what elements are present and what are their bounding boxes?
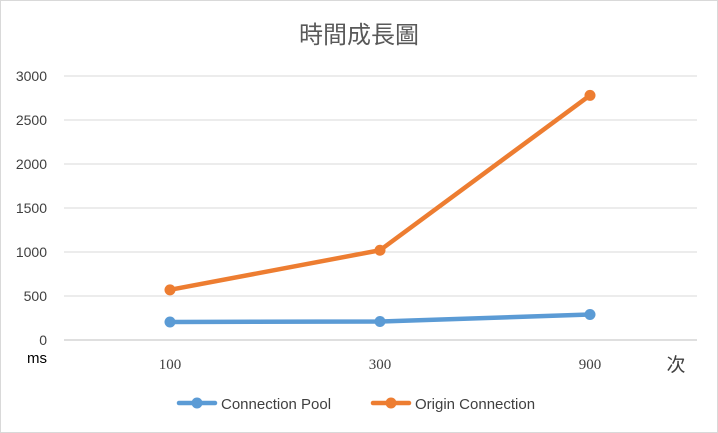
y-axis-ticks: 0 500 1000 1500 2000 2500 3000	[16, 68, 47, 348]
x-tick-label: 900	[579, 357, 602, 373]
legend-label: Connection Pool	[221, 396, 331, 413]
legend-label: Origin Connection	[415, 396, 535, 413]
x-axis-unit-label: 次	[666, 354, 685, 376]
y-tick-label: 0	[39, 332, 47, 348]
legend-swatch-marker	[385, 397, 397, 409]
y-tick-label: 2000	[16, 156, 47, 172]
x-tick-label: 100	[159, 357, 182, 373]
series-layer	[164, 89, 596, 328]
y-tick-label: 2500	[16, 112, 47, 128]
series-2	[164, 89, 596, 296]
legend-item: Origin Connection	[370, 396, 535, 413]
data-point	[374, 316, 386, 328]
y-tick-label: 1000	[16, 244, 47, 260]
y-axis-unit-label: ms	[27, 350, 47, 367]
data-point	[584, 308, 596, 320]
x-axis-ticks: 100 300 900	[159, 357, 602, 373]
legend-swatch-marker	[191, 397, 203, 409]
series-1	[164, 308, 596, 328]
data-point	[164, 316, 176, 328]
y-tick-label: 1500	[16, 200, 47, 216]
chart-title: 時間成長圖	[299, 21, 419, 49]
legend: Connection Pool Origin Connection	[176, 396, 535, 413]
data-point	[584, 89, 596, 101]
data-point	[164, 284, 176, 296]
data-point	[374, 244, 386, 256]
legend-item: Connection Pool	[176, 396, 331, 413]
y-tick-label: 3000	[16, 68, 47, 84]
x-tick-label: 300	[369, 357, 392, 373]
y-tick-label: 500	[24, 288, 48, 304]
